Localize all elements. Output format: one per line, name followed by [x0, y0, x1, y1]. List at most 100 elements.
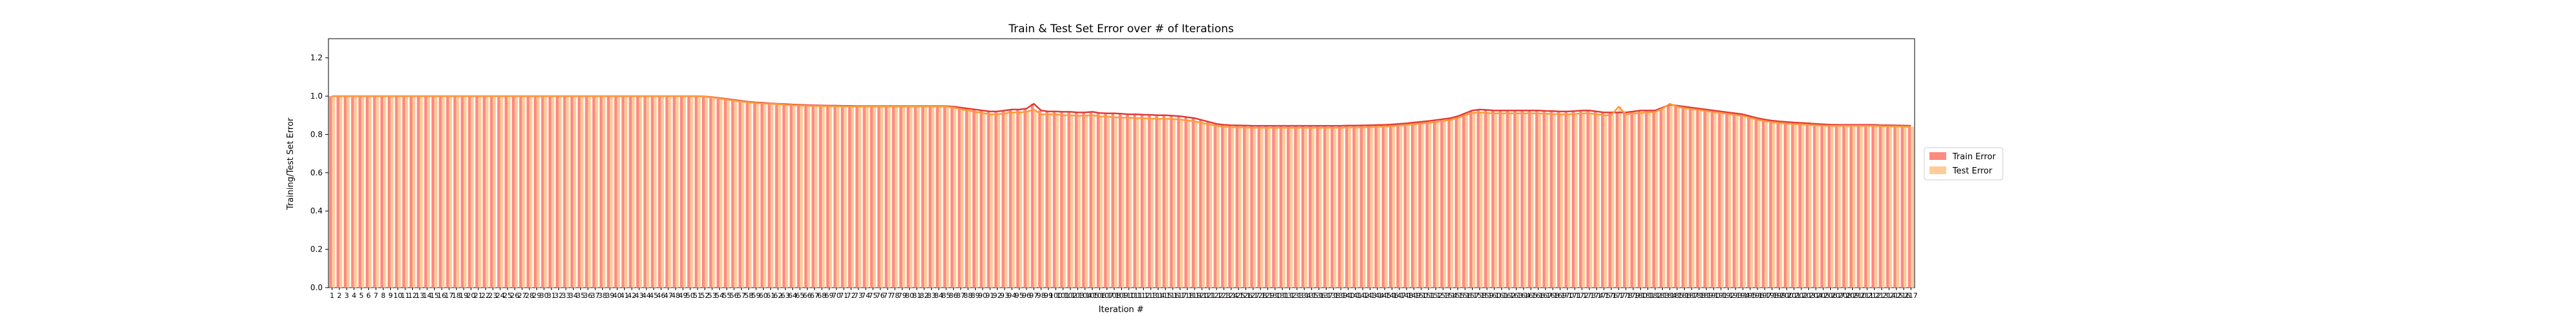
bar-test: [668, 96, 672, 288]
x-tick-label: 186: [1678, 291, 1691, 300]
bar-train: [1388, 124, 1392, 288]
bar-test: [741, 101, 744, 288]
bar-train: [826, 105, 829, 288]
bar-test: [617, 96, 620, 288]
bar-test: [1318, 128, 1322, 288]
x-tick-label: 214: [1882, 291, 1896, 300]
bar-test: [1896, 126, 1900, 288]
x-tick-label: 91: [985, 291, 994, 300]
bar-test: [705, 96, 708, 288]
bar-test: [1691, 109, 1695, 288]
bar-train: [753, 102, 756, 288]
x-tick-label: 89: [971, 291, 980, 300]
bar-test: [1099, 116, 1103, 288]
bar-test: [441, 96, 445, 288]
x-tick-label: 21: [474, 291, 483, 300]
legend-swatch-train: [1929, 152, 1946, 160]
bar-train: [1294, 126, 1297, 288]
bar-test: [953, 107, 956, 288]
bar-test: [1274, 128, 1278, 288]
x-tick-label: 51: [693, 291, 702, 300]
bar-test: [1136, 118, 1139, 288]
x-tick-label: 176: [1604, 291, 1618, 300]
bar-train: [336, 96, 340, 288]
x-tick-label: 177: [1612, 291, 1625, 300]
bar-test: [1874, 126, 1878, 288]
bar-test: [1406, 124, 1410, 288]
bar-train: [1557, 111, 1560, 288]
bar-train: [1864, 124, 1868, 288]
bar-train: [329, 96, 332, 288]
bar-test: [339, 96, 343, 288]
bar-test: [1523, 113, 1527, 288]
x-tick-label: 31: [547, 291, 556, 300]
x-tick-label: 121: [1202, 291, 1216, 300]
x-tick-label: 101: [1056, 291, 1070, 300]
bar-test: [1260, 128, 1264, 288]
bar-test: [1765, 121, 1768, 288]
bar-train: [1009, 109, 1012, 288]
bar-test: [1472, 113, 1475, 288]
bar-train: [1820, 124, 1824, 288]
x-tick-label: 120: [1195, 291, 1209, 300]
bar-test: [522, 96, 526, 288]
x-tick-label: 76: [876, 291, 885, 300]
x-tick-label: 105: [1086, 291, 1099, 300]
x-tick-label: 153: [1436, 291, 1450, 300]
x-tick-label: 70: [832, 291, 841, 300]
x-tick-label: 217: [1904, 291, 1918, 300]
bar-train: [1652, 110, 1656, 288]
x-tick-label: 154: [1444, 291, 1457, 300]
bar-test: [1706, 111, 1710, 288]
x-tick-label: 25: [503, 291, 512, 300]
x-tick-label: 178: [1619, 291, 1633, 300]
bar-train: [1667, 104, 1670, 288]
x-tick-label: 109: [1115, 291, 1128, 300]
bar-test: [580, 96, 584, 288]
bar-train: [1813, 124, 1816, 288]
bar-test: [1801, 124, 1804, 288]
x-tick-label: 9: [388, 291, 393, 300]
bar-test: [851, 106, 855, 288]
x-tick-label: 124: [1224, 291, 1238, 300]
bar-test: [587, 96, 591, 288]
x-tick-label: 84: [934, 291, 943, 300]
bar-train: [1535, 110, 1539, 288]
x-tick-label: 78: [891, 291, 900, 300]
bar-test: [486, 96, 489, 288]
bar-test: [573, 96, 576, 288]
bar-test: [558, 96, 562, 288]
bar-train: [1264, 126, 1268, 288]
bar-train: [1645, 110, 1648, 288]
bar-train: [1455, 116, 1458, 288]
x-tick-label: 94: [1007, 291, 1016, 300]
bar-test: [1296, 128, 1300, 288]
x-tick-label: 59: [752, 291, 761, 300]
bar-train: [724, 99, 727, 288]
bar-test: [1575, 113, 1578, 288]
bar-test: [1092, 115, 1095, 288]
bar-test: [1187, 120, 1191, 288]
x-tick-label: 141: [1349, 291, 1362, 300]
x-tick-label: 19: [459, 291, 468, 300]
bar-test: [1531, 113, 1534, 288]
bar-train: [906, 106, 910, 288]
x-tick-label: 111: [1130, 291, 1143, 300]
bar-test: [1056, 114, 1059, 288]
bar-test: [368, 96, 372, 288]
bar-test: [960, 109, 964, 288]
x-tick-label: 132: [1283, 291, 1296, 300]
bar-train: [1030, 103, 1034, 288]
bar-train: [1674, 105, 1678, 288]
bar-test: [1808, 124, 1812, 288]
bar-train: [1272, 126, 1275, 288]
bar-test: [1414, 124, 1417, 288]
bar-test: [565, 96, 569, 288]
bar-test: [449, 96, 452, 288]
bar-train: [1403, 123, 1407, 288]
x-tick-label: 93: [1000, 291, 1009, 300]
x-tick-label: 198: [1765, 291, 1779, 300]
x-tick-label: 166: [1531, 291, 1545, 300]
x-tick-label: 37: [591, 291, 600, 300]
bar-test: [1150, 118, 1154, 288]
